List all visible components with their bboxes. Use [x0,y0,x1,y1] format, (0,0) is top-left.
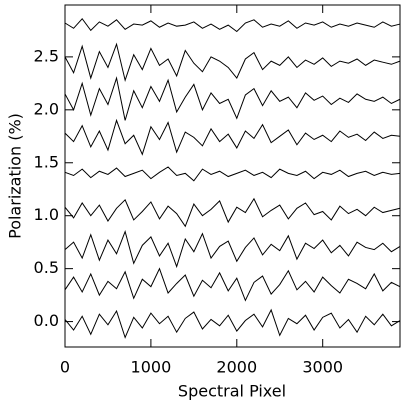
data-line [64,267,401,302]
data-line [64,308,401,339]
data-line [64,229,401,269]
data-line [64,118,401,156]
x-tick-label: 0 [60,358,70,377]
y-tick-label: 2.5 [34,46,59,65]
y-tick-label: 0.0 [34,311,59,330]
plot-frame [64,4,401,348]
data-line [64,76,401,121]
x-tick-label: 1000 [131,358,172,377]
y-tick-label: 2.0 [34,99,59,118]
x-tick-label: 3000 [302,358,343,377]
x-tick-label: 2000 [216,358,257,377]
data-line [64,42,401,82]
data-line [64,17,401,33]
x-axis-label: Spectral Pixel [178,382,286,401]
y-tick-label: 1.0 [34,205,59,224]
data-line [64,166,401,182]
y-axis-label: Polarization (%) [6,113,25,239]
y-tick-label: 0.5 [34,258,59,277]
y-tick-label: 1.5 [34,152,59,171]
data-line [64,197,401,228]
